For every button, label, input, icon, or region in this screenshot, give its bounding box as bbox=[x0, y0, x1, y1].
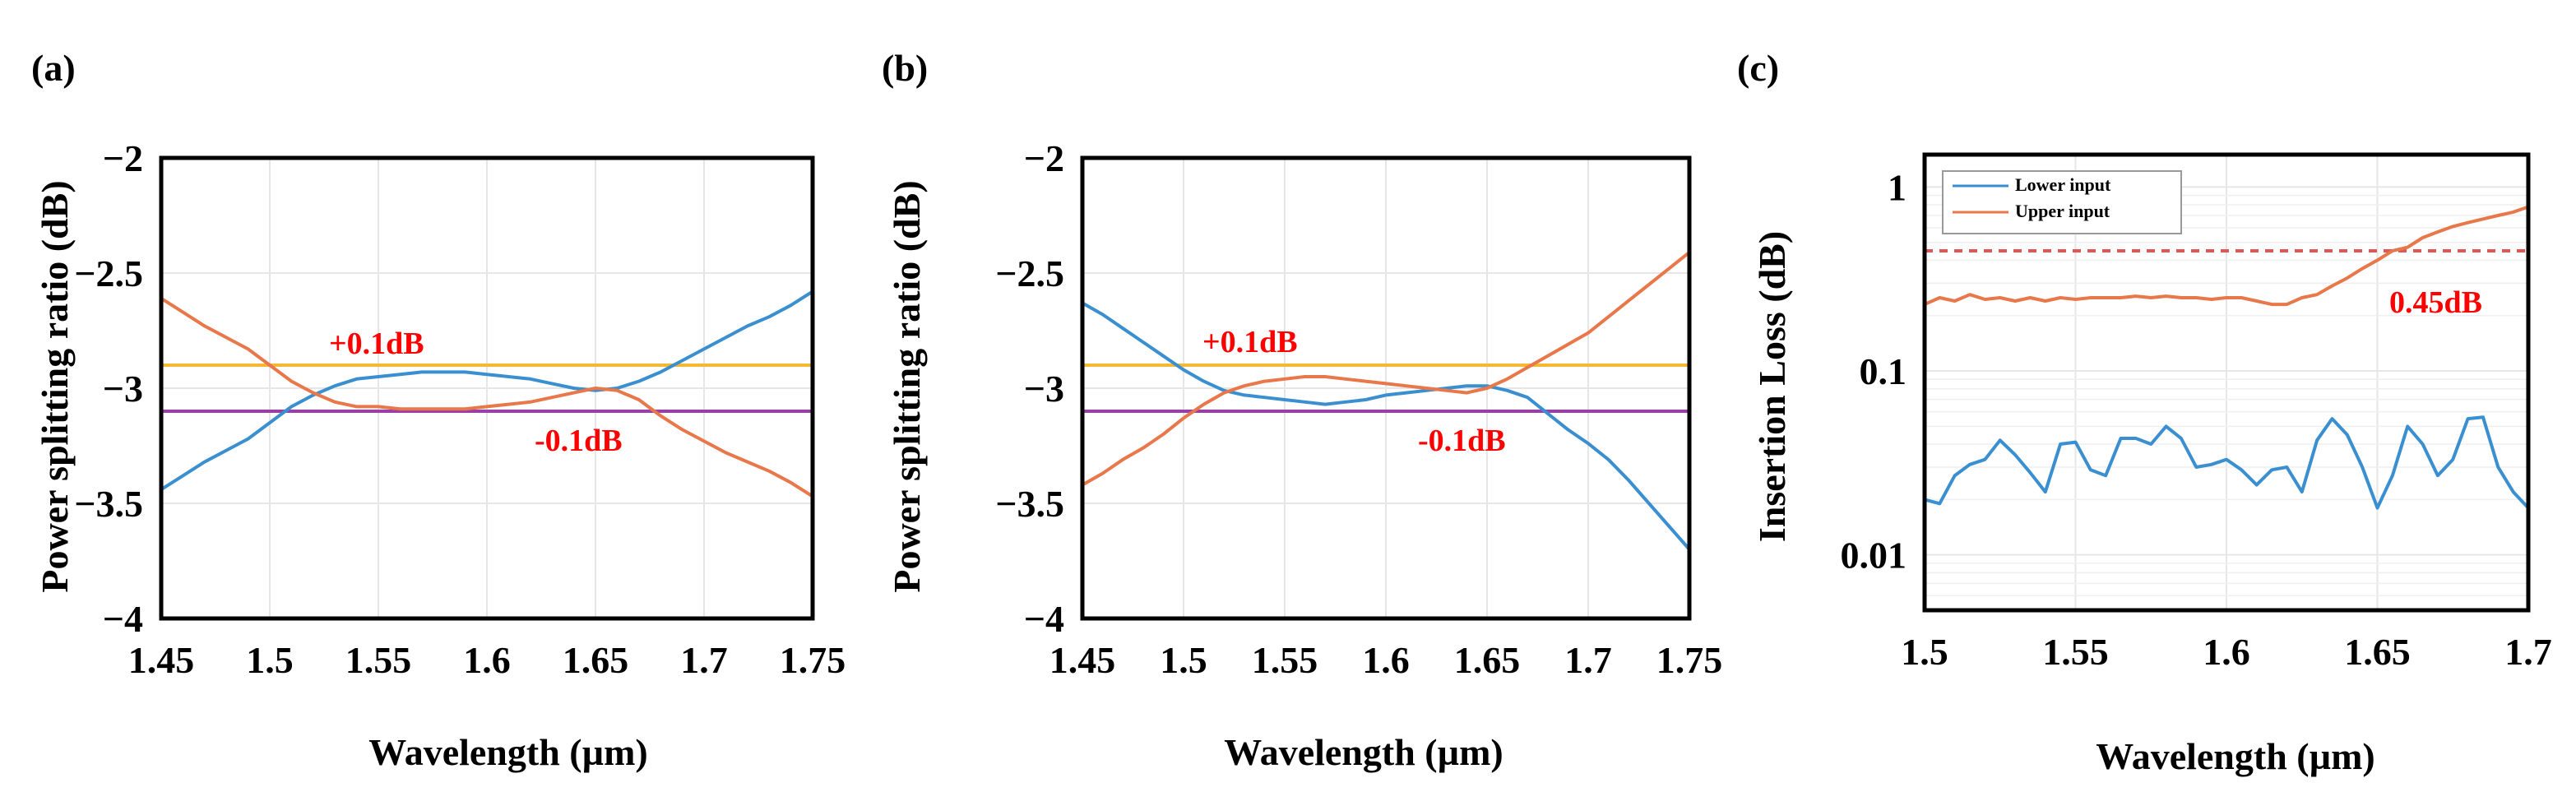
y-tick-label: 0.1 bbox=[1860, 350, 1907, 392]
x-tick-label: 1.5 bbox=[246, 639, 294, 681]
x-tick-label: 1.5 bbox=[1160, 639, 1207, 681]
annotation-label: +0.1dB bbox=[329, 327, 424, 361]
annotation-label: -0.1dB bbox=[535, 424, 623, 458]
x-tick-label: 1.6 bbox=[463, 639, 511, 681]
y-tick-label: −4 bbox=[1024, 598, 1064, 640]
x-tick-label: 1.45 bbox=[1049, 639, 1116, 681]
plot-frame bbox=[1922, 152, 2531, 613]
x-tick-label: 1.7 bbox=[680, 639, 728, 681]
x-tick-label: 1.6 bbox=[2203, 631, 2250, 673]
series-line-lower-input bbox=[1924, 415, 2530, 510]
series-line-blue bbox=[160, 289, 814, 491]
x-tick-label: 1.65 bbox=[563, 639, 629, 681]
x-tick-label: 1.45 bbox=[128, 639, 195, 681]
legend-box bbox=[1942, 170, 2182, 234]
legend-label: Lower input bbox=[2015, 174, 2111, 195]
y-tick-label: −3.5 bbox=[74, 483, 143, 525]
ylabel-c: Insertion Loss (dB) bbox=[1751, 231, 1793, 542]
xlabel-a: Wavelength (µm) bbox=[368, 731, 648, 773]
series-line-orange bbox=[160, 297, 814, 498]
y-tick-label: −2 bbox=[1024, 137, 1064, 179]
x-tick-label: 1.75 bbox=[1656, 639, 1723, 681]
y-tick-label: −2.5 bbox=[74, 252, 143, 294]
legend-label: Upper input bbox=[2015, 201, 2110, 221]
x-tick-label: 1.55 bbox=[2042, 631, 2109, 673]
y-tick-label: −2 bbox=[103, 137, 143, 179]
x-tick-label: 1.7 bbox=[2504, 631, 2552, 673]
ylabel-b: Power splitting ratio (dB) bbox=[886, 180, 928, 592]
panel-a: 1.45 1.5 1.55 1.6 1.65 1.7 1.75 −2 −2.5 −3 −3.5 −4 +… bbox=[74, 137, 846, 681]
annotation-label: +0.1dB bbox=[1202, 325, 1298, 359]
annotation-label: -0.1dB bbox=[1418, 424, 1506, 458]
x-tick-label: 1.5 bbox=[1901, 631, 1948, 673]
x-tick-label: 1.55 bbox=[345, 639, 412, 681]
series-line-upper-input bbox=[1924, 205, 2529, 307]
series-line-blue bbox=[1082, 301, 1691, 551]
y-tick-label: −3 bbox=[103, 368, 143, 410]
plot-frame bbox=[159, 155, 815, 621]
x-tick-label: 1.75 bbox=[780, 639, 846, 681]
panel-c: 1.5 1.55 1.6 1.65 1.7 1 0.1 0.01 0.45dB Lower inp… bbox=[1841, 152, 2552, 673]
panel-label-b: (b) bbox=[882, 47, 928, 89]
xlabel-b: Wavelength (µm) bbox=[1224, 731, 1503, 773]
y-tick-label: −3.5 bbox=[995, 483, 1064, 525]
x-tick-label: 1.65 bbox=[1454, 639, 1521, 681]
y-tick-label: −3 bbox=[1024, 368, 1064, 410]
annotation-label: 0.45dB bbox=[2389, 285, 2482, 320]
y-tick-label: 1 bbox=[1888, 166, 1907, 208]
series-line-orange bbox=[1082, 251, 1691, 487]
y-tick-label: −2.5 bbox=[995, 252, 1064, 294]
y-tick-label: −4 bbox=[103, 598, 143, 640]
panel-label-a: (a) bbox=[31, 47, 76, 89]
x-tick-label: 1.7 bbox=[1564, 639, 1612, 681]
y-tick-label: 0.01 bbox=[1841, 535, 1907, 577]
x-tick-label: 1.6 bbox=[1362, 639, 1410, 681]
xlabel-c: Wavelength (µm) bbox=[2096, 735, 2375, 777]
x-tick-label: 1.55 bbox=[1252, 639, 1318, 681]
panel-label-c: (c) bbox=[1737, 47, 1779, 89]
x-tick-label: 1.65 bbox=[2344, 631, 2411, 673]
ylabel-a: Power splitting ratio (dB) bbox=[34, 180, 76, 592]
plot-frame bbox=[1080, 155, 1692, 621]
panel-b: 1.45 1.5 1.55 1.6 1.65 1.7 1.75 −2 −2.5 −3 −3.5 −4 +… bbox=[995, 137, 1722, 681]
